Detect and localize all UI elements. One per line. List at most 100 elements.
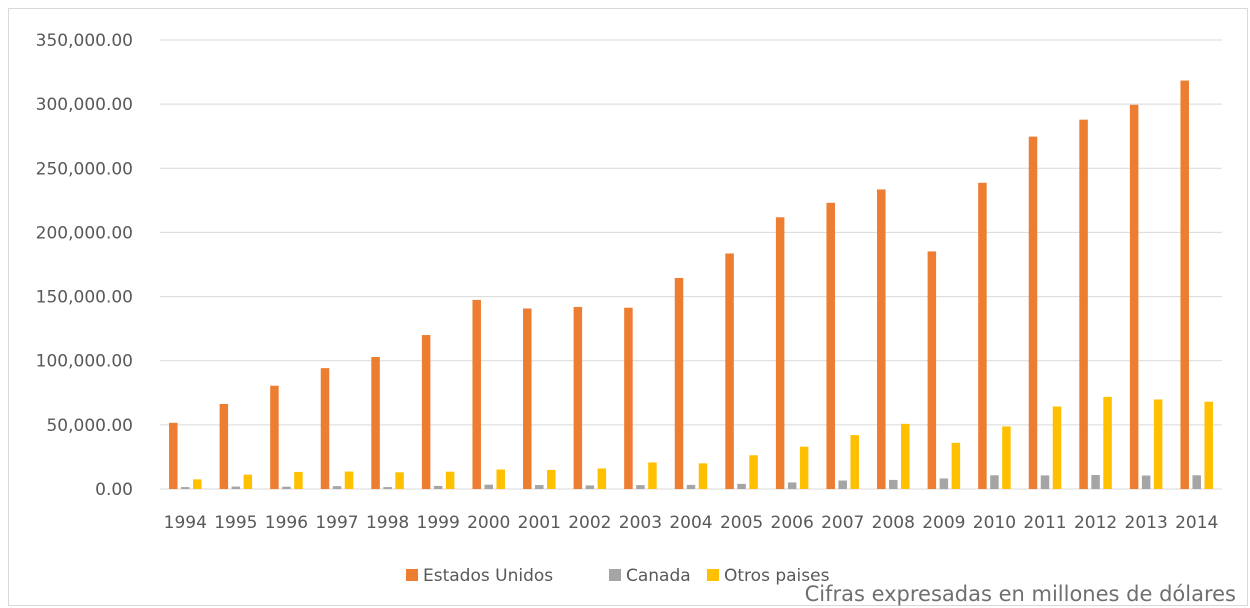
legend-swatch — [707, 569, 719, 581]
x-tick-label: 2009 — [922, 513, 965, 533]
bar-estados-unidos — [371, 356, 380, 489]
bar-canada — [282, 486, 291, 489]
bar-otros-paises — [799, 446, 809, 489]
x-tick-label: 2011 — [1023, 513, 1066, 533]
y-tick-label: 350,000.00 — [36, 31, 133, 51]
chart-frame — [8, 8, 1248, 606]
x-tick-label: 2003 — [619, 513, 662, 533]
bar-estados-unidos — [270, 385, 279, 489]
units-note: Cifras expresadas en millones de dólares — [804, 582, 1236, 606]
y-tick-label: 150,000.00 — [36, 288, 133, 308]
x-tick-label: 2013 — [1125, 513, 1168, 533]
x-tick-label: 2006 — [771, 513, 814, 533]
bar-canada — [636, 485, 645, 489]
bar-canada — [990, 475, 999, 489]
bar-estados-unidos — [877, 189, 886, 489]
y-tick-label: 50,000.00 — [46, 416, 133, 436]
bar-otros-paises — [698, 463, 708, 489]
bar-canada — [939, 478, 949, 489]
bar-otros-paises — [1103, 396, 1112, 489]
x-tick-label: 1994 — [164, 513, 207, 533]
x-tick-label: 2004 — [669, 513, 712, 533]
bar-estados-unidos — [674, 277, 684, 489]
x-tick-label: 2008 — [872, 513, 915, 533]
bar-estados-unidos — [1079, 119, 1088, 489]
y-tick-label: 0.00 — [95, 480, 133, 500]
x-tick-label: 2000 — [467, 513, 510, 533]
bar-otros-paises — [496, 469, 505, 489]
bar-otros-paises — [749, 455, 758, 489]
x-tick-label: 2010 — [973, 513, 1016, 533]
bar-canada — [1091, 475, 1100, 489]
x-tick-label: 2014 — [1175, 513, 1218, 533]
y-axis-ticks: 0.00 50,000.00 100,000.00 150,000.00 200,000… — [36, 31, 133, 500]
y-tick-label: 300,000.00 — [36, 95, 133, 115]
bar-otros-paises — [344, 471, 354, 489]
bar-estados-unidos — [775, 217, 785, 489]
bar-otros-paises — [951, 442, 961, 489]
bar-estados-unidos — [472, 299, 481, 489]
bar-estados-unidos — [927, 251, 937, 489]
bar-estados-unidos — [573, 306, 583, 489]
x-tick-label: 2001 — [518, 513, 561, 533]
bar-estados-unidos — [826, 202, 835, 490]
x-axis-ticks: 1994 1995 1996 1997 1998 1999 2000 2001 2002 2003… — [164, 513, 1219, 533]
x-tick-label: 1997 — [315, 513, 358, 533]
gridlines — [160, 39, 1222, 490]
x-tick-label: 1999 — [417, 513, 460, 533]
y-tick-label: 100,000.00 — [36, 352, 133, 372]
x-tick-label: 2002 — [568, 513, 611, 533]
bar-canada — [889, 479, 898, 489]
bar-estados-unidos — [169, 422, 178, 489]
bar-canada — [181, 487, 190, 489]
y-tick-label: 200,000.00 — [36, 223, 133, 243]
bar-estados-unidos — [1129, 104, 1139, 489]
bar-otros-paises — [1002, 426, 1011, 489]
bar-canada — [1141, 475, 1151, 489]
bar-estados-unidos — [725, 253, 734, 489]
bar-otros-paises — [597, 468, 607, 489]
x-tick-label: 2005 — [720, 513, 763, 533]
bar-estados-unidos — [1180, 80, 1189, 490]
x-tick-label: 2007 — [821, 513, 864, 533]
bar-canada — [686, 484, 696, 489]
bar-otros-paises — [1204, 401, 1213, 489]
bar-canada — [332, 486, 342, 489]
bar-otros-paises — [294, 471, 303, 489]
bar-canada — [535, 485, 544, 489]
bar-estados-unidos — [523, 308, 532, 489]
bar-otros-paises — [850, 435, 859, 489]
bar-canada — [737, 483, 746, 489]
x-tick-label: 1995 — [214, 513, 257, 533]
bar-canada — [433, 485, 443, 489]
bar-canada — [787, 482, 797, 489]
bar-estados-unidos — [421, 335, 431, 489]
bar-otros-paises — [395, 472, 404, 489]
legend-label: Otros paises — [724, 566, 830, 586]
x-tick-label: 1998 — [366, 513, 409, 533]
legend-label: Canada — [626, 566, 691, 586]
bar-canada — [1192, 475, 1201, 489]
bar-estados-unidos — [219, 403, 229, 489]
bar-otros-paises — [901, 423, 910, 489]
legend-swatch — [406, 569, 418, 581]
bar-canada — [838, 480, 847, 489]
legend-label: Estados Unidos — [423, 566, 553, 586]
bar-otros-paises — [648, 462, 657, 489]
bar-otros-paises — [445, 471, 455, 489]
bar-otros-paises — [1153, 399, 1163, 489]
bar-otros-paises — [1052, 406, 1062, 489]
bars — [169, 80, 1213, 490]
bar-canada — [1040, 475, 1050, 489]
bar-estados-unidos — [978, 182, 987, 490]
bar-canada — [585, 485, 595, 489]
legend: Estados Unidos Canada Otros paises — [406, 566, 830, 586]
bar-canada — [231, 486, 241, 489]
bar-estados-unidos — [320, 368, 330, 489]
bar-estados-unidos — [624, 307, 633, 489]
legend-swatch — [609, 569, 621, 581]
bar-estados-unidos — [1028, 136, 1038, 490]
y-tick-label: 250,000.00 — [36, 159, 133, 179]
bar-otros-paises — [243, 474, 253, 489]
